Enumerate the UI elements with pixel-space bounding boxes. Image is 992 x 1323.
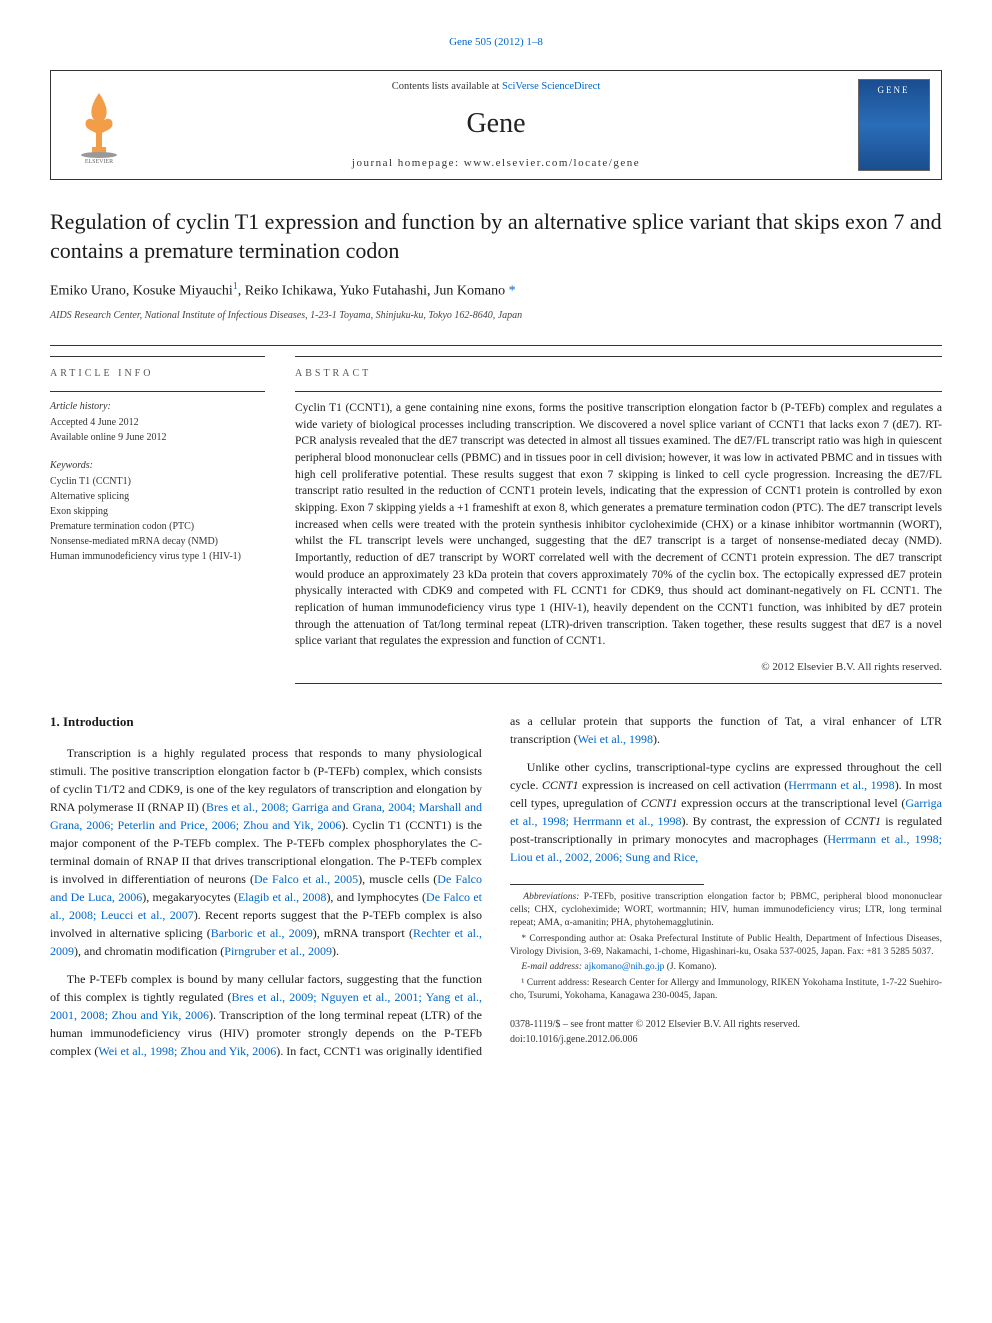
keyword: Human immunodeficiency virus type 1 (HIV… — [50, 550, 265, 564]
article-info-label: ARTICLE INFO — [50, 367, 265, 381]
keyword: Cyclin T1 (CCNT1) — [50, 475, 265, 489]
keywords-label: Keywords: — [50, 459, 265, 473]
citation-link[interactable]: Pirngruber et al., 2009 — [224, 944, 332, 958]
svg-text:ELSEVIER: ELSEVIER — [84, 159, 112, 165]
affiliation: AIDS Research Center, National Institute… — [50, 309, 942, 323]
citation-link[interactable]: Barboric et al., 2009 — [211, 926, 313, 940]
abstract-rule — [295, 683, 942, 684]
info-rule — [50, 391, 265, 392]
author-list: Emiko Urano, Kosuke Miyauchi1, Reiko Ich… — [50, 280, 942, 301]
accepted-date: Accepted 4 June 2012 — [50, 416, 265, 430]
journal-cover — [846, 71, 941, 179]
cover-thumbnail-icon — [858, 79, 930, 171]
citation-link[interactable]: De Falco et al., 2005 — [254, 872, 358, 886]
sciencedirect-link[interactable]: SciVerse ScienceDirect — [502, 81, 600, 92]
abstract-label: ABSTRACT — [295, 367, 942, 381]
article-title: Regulation of cyclin T1 expression and f… — [50, 208, 942, 265]
copyright: © 2012 Elsevier B.V. All rights reserved… — [295, 660, 942, 675]
publisher-logo: ELSEVIER — [51, 71, 146, 179]
article-footer: 0378-1119/$ – see front matter © 2012 El… — [510, 1017, 942, 1047]
citation-link[interactable]: Wei et al., 1998; Zhou and Yik, 2006 — [98, 1044, 276, 1058]
elsevier-tree-icon: ELSEVIER — [64, 85, 134, 165]
body-paragraph: Transcription is a highly regulated proc… — [50, 744, 482, 960]
keyword: Premature termination codon (PTC) — [50, 520, 265, 534]
footnotes: Abbreviations: P-TEFb, positive transcri… — [510, 891, 942, 1003]
keyword: Nonsense-mediated mRNA decay (NMD) — [50, 535, 265, 549]
info-rule — [50, 356, 265, 357]
abstract-text: Cyclin T1 (CCNT1), a gene containing nin… — [295, 400, 942, 650]
intro-heading: 1. Introduction — [50, 712, 482, 732]
journal-homepage: journal homepage: www.elsevier.com/locat… — [352, 156, 640, 171]
abstract-rule — [295, 391, 942, 392]
section-divider — [50, 345, 942, 346]
keyword: Exon skipping — [50, 505, 265, 519]
footnote-rule — [510, 884, 704, 885]
email-link[interactable]: ajkomano@nih.go.jp — [584, 962, 664, 972]
history-label: Article history: — [50, 400, 265, 414]
body-paragraph: Unlike other cyclins, transcriptional-ty… — [510, 758, 942, 866]
citation-link[interactable]: Herrmann et al., 1998 — [788, 778, 894, 792]
contents-available: Contents lists available at SciVerse Sci… — [392, 80, 600, 95]
abstract-rule — [295, 356, 942, 357]
journal-title: Gene — [466, 104, 525, 143]
citation-link[interactable]: Elagib et al., 2008 — [238, 890, 327, 904]
online-date: Available online 9 June 2012 — [50, 431, 265, 445]
journal-header: ELSEVIER Contents lists available at Sci… — [50, 70, 942, 180]
keyword: Alternative splicing — [50, 490, 265, 504]
citation-link[interactable]: Wei et al., 1998 — [578, 732, 653, 746]
corresponding-mark[interactable]: * — [509, 283, 516, 298]
citation-link[interactable]: Gene 505 (2012) 1–8 — [50, 35, 942, 50]
